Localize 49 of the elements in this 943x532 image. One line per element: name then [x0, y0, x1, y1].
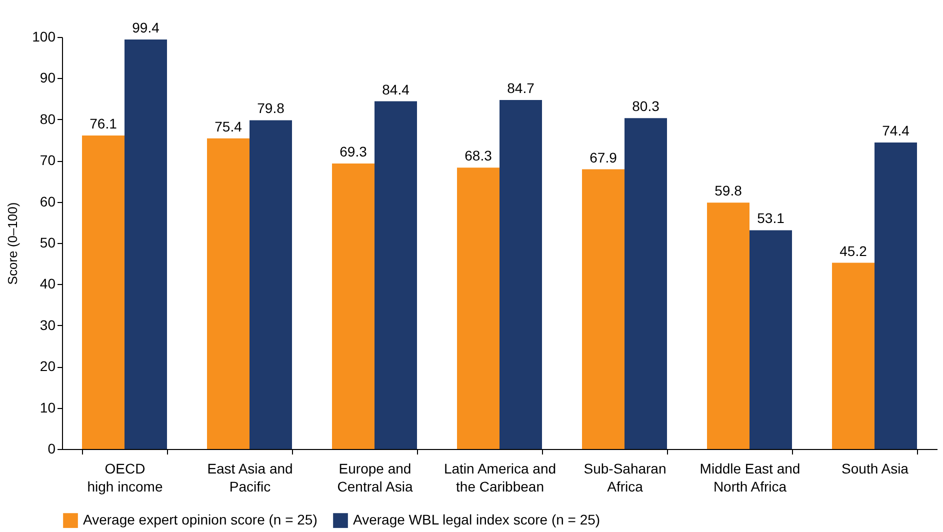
bar — [750, 230, 792, 449]
bar — [457, 168, 500, 449]
bar — [207, 138, 250, 449]
data-label: 75.4 — [214, 118, 242, 134]
bar — [500, 100, 542, 449]
bar — [624, 118, 667, 449]
data-label: 84.7 — [507, 80, 535, 96]
data-label: 67.9 — [590, 149, 618, 166]
x-tick-label: Europe and Central Asia — [337, 460, 413, 494]
data-label: 84.4 — [382, 81, 410, 98]
data-label: 76.1 — [90, 115, 118, 132]
data-label: 59.8 — [714, 182, 742, 199]
y-tick-label: 10 — [40, 399, 56, 416]
data-label: 45.2 — [840, 242, 868, 259]
bar — [874, 142, 917, 449]
bar — [374, 101, 417, 449]
x-tick-label: Middle East and North Africa — [700, 460, 800, 494]
data-label: 69.3 — [340, 143, 368, 160]
legend-label: Average expert opinion score (n = 25) — [83, 512, 318, 528]
data-label: 74.4 — [882, 122, 910, 138]
x-tick-label: South Asia — [842, 460, 909, 476]
bar — [250, 120, 292, 449]
y-tick-label: 20 — [40, 358, 56, 374]
y-tick-label: 0 — [48, 440, 56, 456]
y-axis-title: Score (0–100) — [5, 202, 20, 285]
y-tick-label: 90 — [40, 70, 56, 86]
data-label: 68.3 — [464, 148, 492, 164]
y-tick-label: 100 — [32, 28, 56, 44]
x-tick-label: East Asia and Pacific — [207, 460, 293, 494]
data-label: 53.1 — [757, 210, 785, 226]
bar — [124, 39, 167, 449]
y-tick-label: 70 — [40, 152, 56, 168]
data-label: 99.4 — [132, 19, 160, 36]
x-tick-label: Sub-Saharan Africa — [584, 460, 666, 494]
data-label: 80.3 — [632, 98, 660, 114]
bar — [832, 262, 874, 449]
bar — [707, 202, 750, 449]
data-label: 79.8 — [257, 100, 285, 116]
y-tick-label: 60 — [40, 193, 56, 210]
y-tick-label: 30 — [40, 316, 56, 333]
x-tick-label: OECD high income — [87, 460, 163, 494]
y-tick-label: 80 — [40, 110, 56, 127]
bar — [82, 135, 124, 449]
y-tick-label: 50 — [40, 234, 56, 250]
y-tick-label: 40 — [40, 276, 56, 292]
bar — [332, 163, 374, 449]
x-tick-label: Latin America and the Caribbean — [444, 460, 556, 494]
bar — [582, 169, 624, 449]
legend-label: Average WBL legal index score (n = 25) — [353, 512, 600, 528]
